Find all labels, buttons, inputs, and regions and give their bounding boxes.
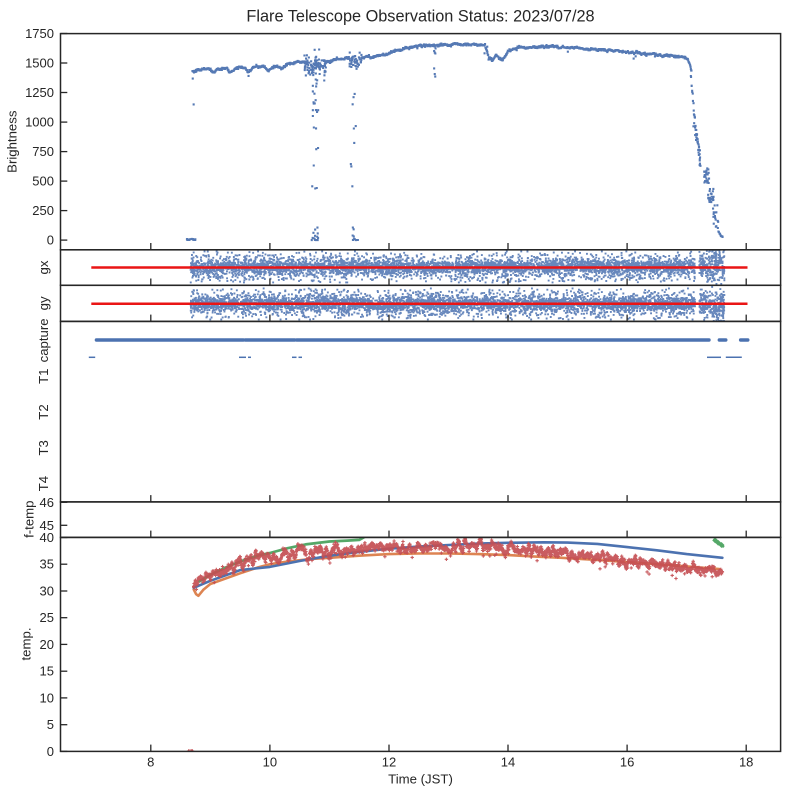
svg-text:Flare Telescope Observation St: Flare Telescope Observation Status: 2023… (246, 8, 594, 26)
svg-text:750: 750 (32, 144, 54, 159)
svg-text:15: 15 (40, 664, 54, 679)
svg-text:T1: T1 (36, 369, 51, 384)
svg-text:45: 45 (40, 518, 54, 533)
svg-text:T3: T3 (36, 440, 51, 455)
svg-text:8: 8 (147, 755, 154, 770)
svg-text:250: 250 (32, 203, 54, 218)
svg-text:f-temp: f-temp (22, 501, 37, 538)
svg-text:0: 0 (47, 744, 54, 759)
svg-text:5: 5 (47, 717, 54, 732)
svg-text:500: 500 (32, 174, 54, 189)
svg-text:10: 10 (263, 755, 277, 770)
svg-text:40: 40 (40, 530, 54, 545)
svg-text:gx: gx (36, 260, 51, 274)
svg-text:16: 16 (620, 755, 634, 770)
svg-text:30: 30 (40, 583, 54, 598)
svg-text:12: 12 (382, 755, 396, 770)
svg-text:1250: 1250 (25, 85, 54, 100)
svg-text:18: 18 (739, 755, 753, 770)
svg-text:Time (JST): Time (JST) (388, 772, 453, 787)
svg-text:35: 35 (40, 557, 54, 572)
svg-text:1000: 1000 (25, 115, 54, 130)
svg-text:capture: capture (36, 318, 51, 362)
svg-text:10: 10 (40, 690, 54, 705)
svg-text:temp.: temp. (19, 628, 34, 661)
svg-text:1500: 1500 (25, 56, 54, 71)
svg-text:46: 46 (40, 495, 54, 510)
svg-text:T2: T2 (36, 404, 51, 419)
svg-text:1750: 1750 (25, 26, 54, 41)
svg-text:25: 25 (40, 610, 54, 625)
svg-text:20: 20 (40, 637, 54, 652)
svg-text:14: 14 (501, 755, 515, 770)
svg-text:Brightness: Brightness (5, 110, 20, 173)
svg-text:0: 0 (47, 233, 54, 248)
svg-text:gy: gy (36, 296, 51, 310)
svg-text:T4: T4 (36, 476, 51, 491)
